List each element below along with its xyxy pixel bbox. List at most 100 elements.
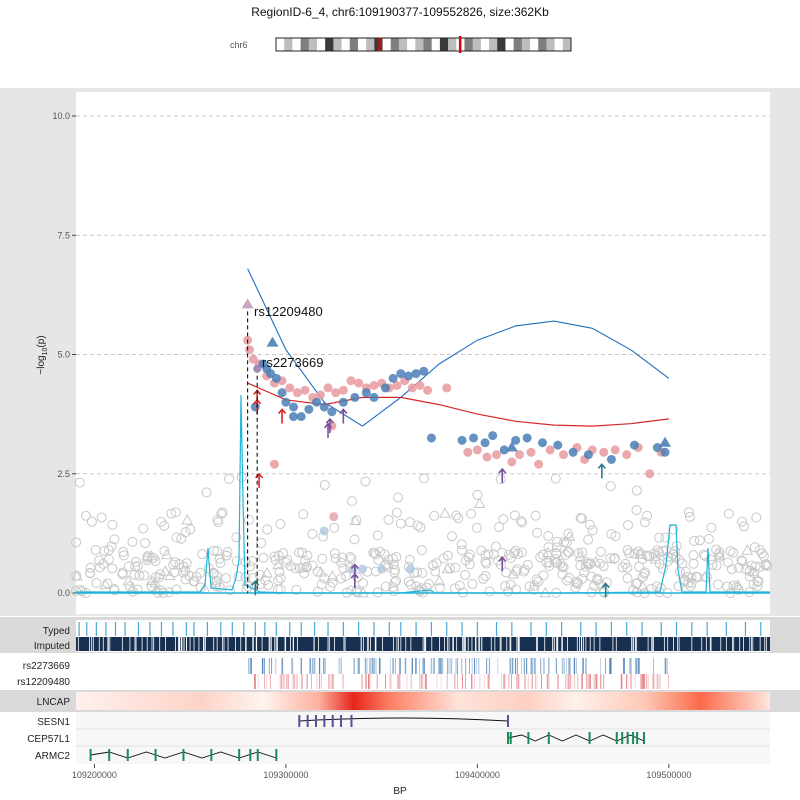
snp-point-rs2273669: [568, 447, 578, 457]
epigenome-signal: [76, 394, 770, 594]
snp-point-rs12209480: [482, 452, 492, 462]
x-tick-label: 109200000: [72, 770, 117, 780]
grey-snp-point: [441, 562, 454, 574]
grey-snp-point: [145, 549, 158, 561]
grey-snp-point: [557, 569, 568, 580]
grey-snp-point: [357, 577, 368, 588]
exon: [547, 732, 550, 744]
ideogram-band: [390, 38, 400, 51]
grey-snp-point: [592, 573, 603, 584]
grey-snp-point: [691, 571, 702, 582]
snp-point-rs2273669: [583, 450, 593, 460]
lead-snp-markers: [241, 298, 262, 593]
grey-snp-point: [609, 553, 620, 564]
grey-snp-point: [552, 536, 563, 547]
grey-snp-point: [360, 476, 371, 487]
exon: [626, 732, 629, 744]
snp-point-rs2273669: [606, 454, 616, 464]
svg-text:−log10(p): −log10(p): [36, 335, 49, 374]
exon: [527, 732, 530, 744]
grey-snp-point: [109, 585, 120, 596]
snp-point-rs12209480: [472, 445, 482, 455]
grey-snp-point: [181, 558, 192, 569]
grey-snp-point: [431, 558, 442, 569]
grey-snp-point: [117, 567, 128, 578]
grey-snp-point: [662, 551, 673, 562]
snp-point-rs12209480: [415, 381, 425, 391]
snp-point-rs12209480: [463, 447, 473, 457]
grey-snp-point: [563, 547, 574, 558]
grey-snp-point: [272, 558, 284, 570]
y-axis-label: −log10(p): [36, 335, 49, 374]
grey-snp-point: [246, 555, 257, 566]
grey-snp-point: [314, 565, 327, 577]
grey-snp-point: [463, 552, 474, 563]
grey-snp-point: [503, 586, 514, 597]
grey-snp-point: [495, 474, 506, 485]
y-tick-label: 5.0: [57, 350, 70, 360]
ideogram-band: [366, 38, 375, 51]
grey-snp-point: [749, 542, 760, 553]
snp-point-rs2273669: [289, 402, 299, 412]
grey-snp-point: [713, 548, 724, 559]
grey-snp-point: [261, 566, 273, 578]
imputed-ticks: [76, 637, 770, 651]
eqtl-arrow: [323, 422, 333, 438]
grey-snp-point: [471, 522, 482, 533]
snp-point-rs2273669: [369, 392, 379, 402]
grey-snp-point: [215, 557, 226, 568]
grey-snp-point: [653, 547, 664, 558]
grey-snp-point: [201, 487, 212, 498]
exon: [632, 732, 635, 744]
grey-snp-point: [484, 586, 495, 597]
grey-snp-point: [109, 534, 120, 545]
snp-point-rs12209480: [346, 376, 356, 386]
exon: [238, 749, 241, 761]
snp-point-rs12209480: [492, 450, 502, 460]
imputed-label: Imputed: [34, 641, 70, 652]
grey-snp-point: [71, 570, 82, 581]
snp-point-rs2273669: [350, 392, 360, 402]
grey-snp-point: [707, 559, 718, 570]
annotation-rs2273669: rs2273669: [262, 355, 323, 370]
grey-snp-point: [587, 525, 598, 536]
lead-snp-triangle: [241, 298, 254, 309]
grey-snp-point: [541, 546, 554, 558]
grey-snp-point: [258, 552, 269, 563]
snp-point-rs2273669: [511, 435, 521, 445]
grey-snp-point: [236, 472, 247, 483]
ideogram-band: [276, 38, 285, 51]
grey-snp-point: [589, 580, 600, 591]
grey-snp-point: [170, 507, 181, 518]
snp1-track-label: rs2273669: [23, 661, 71, 672]
y-tick-label: 0.0: [57, 588, 70, 598]
grey-snp-point: [77, 586, 88, 597]
y-label-tail: (p): [36, 335, 47, 347]
grey-snp-point: [563, 530, 576, 541]
grey-snp-point: [577, 547, 588, 558]
exon: [588, 732, 591, 744]
exon: [509, 732, 512, 744]
exon: [256, 749, 259, 761]
snp-triangle: [266, 336, 279, 347]
grey-snp-point: [338, 563, 349, 574]
snp-point-rs12209480: [423, 385, 433, 395]
grey-snp-point: [290, 563, 301, 574]
grey-snp-point: [688, 550, 699, 561]
grey-snp-point: [481, 558, 492, 569]
ideogram-band: [357, 38, 367, 51]
grey-snp-point: [572, 578, 583, 589]
plot-title: RegionID-6_4, chr6:109190377-109552826, …: [251, 5, 549, 19]
grey-snp-point: [185, 524, 196, 535]
grey-snp-point: [605, 481, 616, 492]
snp-point-rs12209480: [559, 450, 569, 460]
grey-snp-point: [573, 548, 584, 559]
snp-point-rs2273669: [426, 433, 436, 443]
grey-snp-point: [107, 519, 118, 530]
grey-snp-point: [191, 571, 202, 582]
exon: [275, 749, 278, 761]
grey-snp-point: [488, 549, 499, 560]
ideogram-outline: [275, 37, 572, 52]
grey-snp-point: [522, 559, 533, 570]
exon: [249, 749, 252, 761]
